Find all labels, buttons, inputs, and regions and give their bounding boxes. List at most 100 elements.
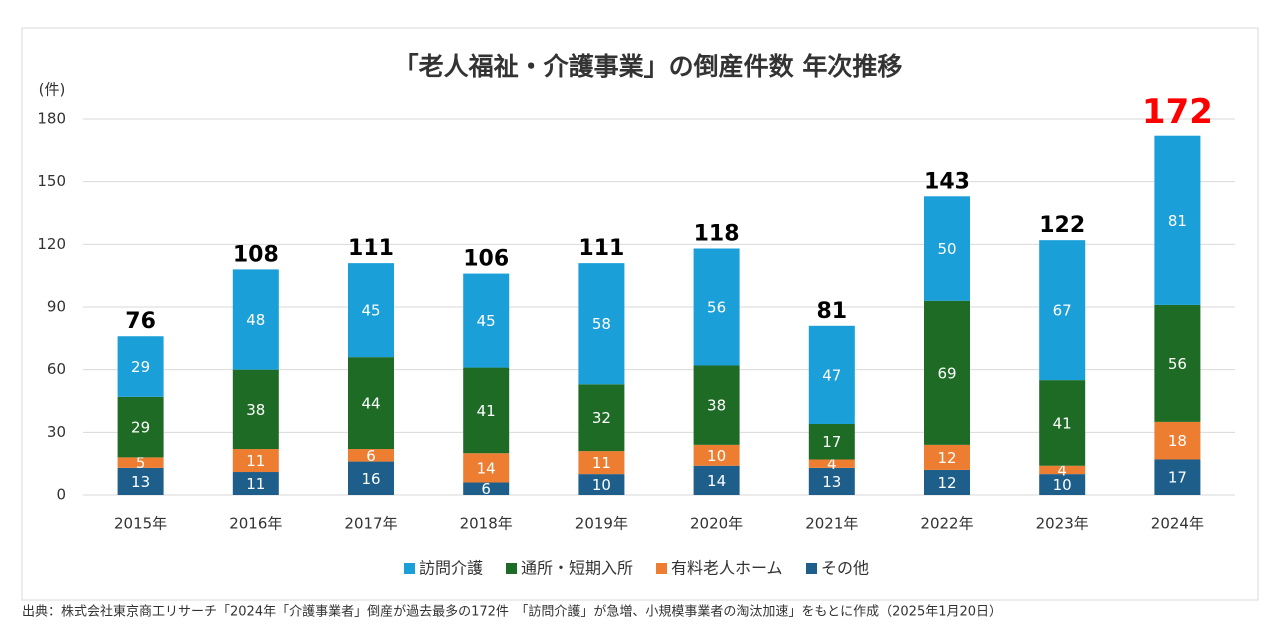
bar-segment bbox=[808, 423, 855, 460]
bar-segment bbox=[693, 444, 740, 466]
legend-label: 通所・短期入所 bbox=[521, 559, 633, 578]
total-label: 172 bbox=[1142, 92, 1213, 132]
y-tick-label: 120 bbox=[37, 235, 66, 253]
total-label: 143 bbox=[924, 169, 970, 194]
bar-segment bbox=[463, 482, 510, 495]
bar-segment bbox=[808, 325, 855, 424]
total-label: 111 bbox=[348, 236, 394, 261]
y-tick-label: 0 bbox=[56, 486, 66, 504]
x-tick-label: 2023年 bbox=[1036, 515, 1089, 533]
bar-segment bbox=[463, 367, 510, 454]
bar-segment bbox=[808, 467, 855, 495]
y-tick-label: 150 bbox=[37, 172, 66, 190]
bar-segment bbox=[924, 469, 970, 495]
y-tick-label: 180 bbox=[37, 110, 66, 128]
bar-segment bbox=[1154, 304, 1201, 422]
segment-label: 10 bbox=[592, 476, 611, 494]
y-tick-label: 90 bbox=[47, 298, 66, 316]
segment-label: 45 bbox=[361, 302, 380, 320]
segment-label: 44 bbox=[361, 395, 380, 413]
chart-title: 「老人福祉・介護事業」の倒産件数 年次推移 bbox=[394, 52, 903, 81]
bar-segment bbox=[232, 472, 279, 495]
x-tick-label: 2022年 bbox=[920, 515, 973, 533]
segment-label: 16 bbox=[361, 470, 380, 488]
segment-label: 6 bbox=[366, 447, 376, 465]
segment-label: 14 bbox=[707, 472, 726, 490]
bar-segment bbox=[232, 369, 279, 450]
segment-label: 17 bbox=[1168, 469, 1187, 487]
segment-label: 10 bbox=[707, 447, 726, 465]
bar-segment bbox=[348, 357, 394, 450]
legend-label: 有料老人ホーム bbox=[671, 559, 783, 578]
bar-segment bbox=[348, 461, 394, 495]
legend-label: 訪問介護 bbox=[419, 559, 483, 578]
segment-label: 56 bbox=[1168, 355, 1187, 373]
bar-segment bbox=[348, 263, 394, 358]
bar-segment bbox=[348, 449, 394, 462]
x-tick-label: 2016年 bbox=[229, 515, 282, 533]
bar-segment bbox=[1039, 465, 1086, 475]
x-tick-label: 2021年 bbox=[805, 515, 858, 533]
bar-segment bbox=[1039, 240, 1086, 381]
bar-segment bbox=[463, 273, 510, 368]
total-label: 81 bbox=[816, 299, 847, 324]
legend-swatch bbox=[404, 563, 415, 574]
segment-label: 50 bbox=[937, 240, 956, 258]
y-tick-label: 60 bbox=[47, 360, 66, 378]
bar-segment bbox=[117, 336, 164, 397]
segment-label: 11 bbox=[246, 452, 265, 470]
x-tick-label: 2020年 bbox=[690, 515, 743, 533]
total-label: 118 bbox=[694, 222, 740, 247]
legend-label: その他 bbox=[821, 559, 869, 578]
bar-segment bbox=[578, 451, 625, 475]
bar-segment bbox=[693, 465, 740, 495]
segment-label: 17 bbox=[822, 433, 841, 451]
bar-segment bbox=[1154, 421, 1201, 460]
bar-segment bbox=[232, 449, 279, 473]
segment-label: 32 bbox=[592, 409, 611, 427]
segment-label: 10 bbox=[1053, 476, 1072, 494]
bar-segment bbox=[117, 467, 164, 495]
segment-label: 29 bbox=[131, 419, 150, 437]
total-label: 111 bbox=[578, 236, 624, 261]
legend-swatch bbox=[806, 563, 817, 574]
segment-label: 38 bbox=[707, 397, 726, 415]
legend-swatch bbox=[656, 563, 667, 574]
y-unit: (件) bbox=[39, 81, 66, 99]
segment-label: 13 bbox=[131, 473, 150, 491]
total-label: 122 bbox=[1039, 213, 1085, 238]
bar-segment bbox=[924, 300, 970, 445]
segment-label: 67 bbox=[1053, 302, 1072, 320]
segment-label: 6 bbox=[481, 480, 491, 498]
segment-label: 14 bbox=[477, 459, 496, 477]
bar-segment bbox=[1039, 474, 1086, 495]
x-tick-label: 2017年 bbox=[344, 515, 397, 533]
bar-segment bbox=[1154, 459, 1201, 495]
segment-label: 18 bbox=[1168, 432, 1187, 450]
bar-segment bbox=[924, 444, 970, 470]
source-note: 出典：株式会社東京商工リサーチ「2024年「介護事業者」倒産が過去最多の172件… bbox=[22, 604, 1002, 620]
bar-segment bbox=[1039, 380, 1086, 466]
bar-segment bbox=[693, 248, 740, 366]
segment-label: 12 bbox=[937, 449, 956, 467]
segment-label: 58 bbox=[592, 315, 611, 333]
segment-label: 41 bbox=[477, 402, 496, 420]
segment-label: 69 bbox=[937, 364, 956, 382]
bar-segment bbox=[463, 453, 510, 483]
segment-label: 5 bbox=[136, 454, 146, 472]
bar-segment bbox=[117, 457, 164, 468]
total-label: 106 bbox=[463, 247, 509, 272]
bar-segment bbox=[578, 263, 625, 385]
x-tick-label: 2015年 bbox=[114, 515, 167, 533]
segment-label: 11 bbox=[592, 454, 611, 472]
bar-segment bbox=[808, 459, 855, 468]
segment-label: 11 bbox=[246, 475, 265, 493]
x-tick-label: 2018年 bbox=[460, 515, 513, 533]
segment-label: 4 bbox=[827, 455, 837, 473]
segment-label: 81 bbox=[1168, 212, 1187, 230]
total-label: 76 bbox=[125, 309, 156, 334]
bar-segment bbox=[924, 196, 970, 301]
bar-segment bbox=[117, 396, 164, 458]
segment-label: 47 bbox=[822, 366, 841, 384]
